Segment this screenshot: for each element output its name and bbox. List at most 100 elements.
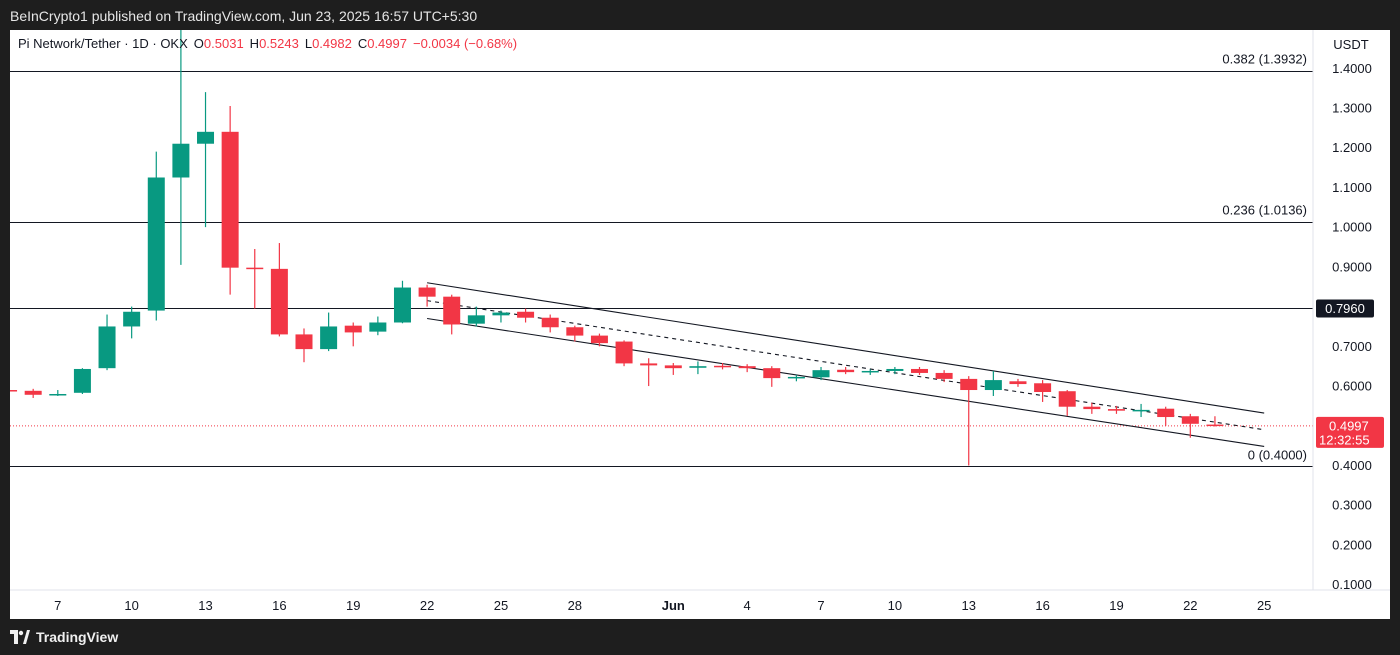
candle-body bbox=[418, 287, 436, 297]
candle-up bbox=[147, 151, 165, 321]
candle-down bbox=[0, 388, 18, 393]
level-price-box: 0.7960 bbox=[1316, 299, 1374, 318]
low-value: 0.4982 bbox=[312, 36, 352, 51]
candle-down bbox=[221, 105, 239, 295]
candle-body bbox=[1058, 391, 1076, 407]
fib-levels: 0.382 (1.3932) 0.236 (1.0136) 0 (0.4000) bbox=[10, 52, 1313, 467]
x-tick-label: 28 bbox=[568, 598, 582, 613]
candle-body bbox=[1181, 416, 1199, 424]
candle-up bbox=[172, 20, 190, 265]
candle-body bbox=[467, 315, 485, 324]
candle-body bbox=[1009, 381, 1027, 385]
publish-info: BeInCrypto1 published on TradingView.com… bbox=[10, 8, 478, 24]
candle-body bbox=[664, 365, 682, 369]
candle-body bbox=[1034, 383, 1052, 393]
candle-down bbox=[935, 370, 953, 383]
candle-body bbox=[295, 334, 313, 350]
candle-up bbox=[393, 280, 411, 324]
x-tick-label: 19 bbox=[1109, 598, 1123, 613]
y-tick-label: 0.1000 bbox=[1332, 577, 1372, 592]
candle-up bbox=[886, 366, 904, 375]
candle-down bbox=[24, 388, 42, 398]
candle-up bbox=[98, 314, 116, 371]
symbol-name: Pi Network/Tether · 1D · OKX bbox=[18, 36, 188, 51]
candle-down bbox=[566, 325, 584, 342]
candle-body bbox=[24, 390, 42, 395]
candle-down bbox=[911, 366, 928, 375]
candle-down bbox=[1034, 380, 1052, 402]
descending-channel bbox=[427, 282, 1265, 447]
candle-down bbox=[960, 376, 978, 466]
candle-body bbox=[0, 390, 18, 392]
level-price-label: 0.7960 bbox=[1325, 301, 1365, 316]
candle-down bbox=[1107, 405, 1125, 414]
candle-up bbox=[320, 312, 338, 352]
candle-down bbox=[664, 363, 682, 375]
candle-up bbox=[812, 366, 830, 381]
candle-body bbox=[911, 368, 928, 373]
candle-body bbox=[738, 366, 756, 369]
y-tick-label: 1.4000 bbox=[1332, 61, 1372, 76]
x-tick-label: 25 bbox=[494, 598, 508, 613]
last-price-box-bg bbox=[1316, 416, 1384, 448]
candle-body bbox=[393, 287, 411, 323]
candle-up bbox=[861, 369, 879, 375]
candle-up bbox=[984, 370, 1002, 396]
x-tick-label: Jun bbox=[662, 598, 685, 613]
candle-down bbox=[443, 294, 461, 335]
candle-body bbox=[640, 363, 658, 366]
x-tick-label: 22 bbox=[420, 598, 434, 613]
candle-up bbox=[467, 306, 485, 327]
candle-body bbox=[246, 267, 264, 270]
candle-down bbox=[541, 314, 559, 333]
channel-upper-line bbox=[427, 282, 1265, 414]
candle-body bbox=[886, 368, 904, 371]
open-value: 0.5031 bbox=[203, 36, 244, 51]
tradingview-logo[interactable]: TradingView bbox=[10, 629, 118, 645]
candle-up bbox=[689, 361, 707, 375]
candle-down bbox=[738, 364, 756, 373]
candle-down bbox=[1206, 416, 1224, 427]
price-chart[interactable]: 0.382 (1.3932) 0.236 (1.0136) 0 (0.4000) U… bbox=[0, 20, 1390, 619]
open-label: O bbox=[193, 36, 204, 51]
candle-up bbox=[73, 368, 91, 394]
x-tick-label: 10 bbox=[888, 598, 902, 613]
close-label: C bbox=[357, 36, 368, 51]
chart-panel[interactable]: 0.382 (1.3932) 0.236 (1.0136) 0 (0.4000) U… bbox=[0, 20, 1390, 619]
y-tick-label: 0.2000 bbox=[1332, 537, 1372, 552]
y-tick-label: 0.7000 bbox=[1332, 339, 1372, 354]
x-tick-label: 25 bbox=[1257, 598, 1271, 613]
x-tick-label: 19 bbox=[346, 598, 360, 613]
countdown-label: 12:32:55 bbox=[1319, 432, 1370, 447]
x-tick-label: 10 bbox=[124, 598, 138, 613]
fib-level-label: 0 (0.4000) bbox=[1248, 448, 1307, 463]
candle-down bbox=[295, 328, 313, 363]
channel-lower-line bbox=[427, 317, 1265, 447]
candle-down bbox=[1083, 402, 1101, 414]
candle-body bbox=[566, 327, 584, 336]
candle-body bbox=[443, 296, 461, 325]
x-tick-label: 7 bbox=[54, 598, 61, 613]
candle-body bbox=[541, 317, 559, 328]
candle-body bbox=[1083, 406, 1101, 410]
candle-body bbox=[369, 322, 387, 332]
candle-up bbox=[1132, 403, 1150, 418]
candle-body bbox=[172, 143, 190, 178]
y-tick-label: 1.3000 bbox=[1332, 100, 1372, 115]
candle-down bbox=[615, 340, 633, 367]
y-tick-label: 0.6000 bbox=[1332, 379, 1372, 394]
fib-level-label: 0.382 (1.3932) bbox=[1222, 52, 1307, 67]
candle-body bbox=[270, 268, 288, 335]
x-tick-label: 16 bbox=[1035, 598, 1049, 613]
candle-up bbox=[123, 306, 141, 339]
candle-body bbox=[714, 365, 732, 368]
candle-body bbox=[787, 376, 805, 379]
candle-body bbox=[689, 366, 707, 368]
symbol-legend: Pi Network/Tether · 1D · OKX O0.5031 H0.52… bbox=[18, 36, 517, 51]
level-price-box-bg bbox=[1316, 299, 1374, 318]
publish-bar: BeInCrypto1 published on TradingView.com… bbox=[0, 0, 1400, 30]
candle-body bbox=[147, 177, 165, 311]
candle-body bbox=[1107, 409, 1125, 411]
last-price-label: 0.4997 bbox=[1329, 418, 1369, 433]
